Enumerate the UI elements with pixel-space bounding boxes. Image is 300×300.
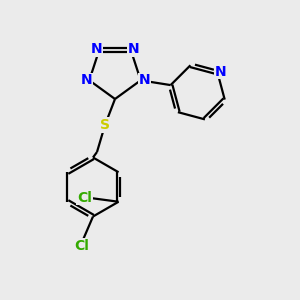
Text: N: N [215,64,226,79]
Text: N: N [90,42,102,56]
Text: Cl: Cl [77,191,92,205]
Text: N: N [128,42,140,56]
Text: Cl: Cl [75,238,89,253]
Text: N: N [139,73,151,87]
Text: N: N [80,73,92,87]
Text: S: S [100,118,110,132]
